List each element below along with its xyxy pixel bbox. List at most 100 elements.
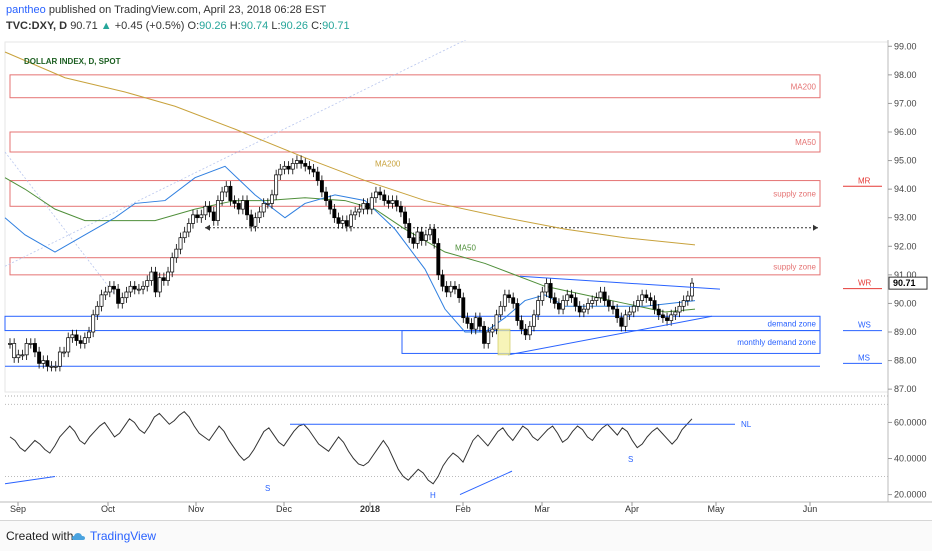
candle-body: [353, 211, 358, 216]
rsi-trend-line-left: [4, 476, 56, 485]
candle: [286, 161, 291, 175]
candle-body: [365, 203, 370, 210]
candle: [577, 301, 582, 318]
candle: [652, 295, 657, 315]
candle: [145, 275, 150, 292]
candle: [132, 281, 137, 295]
candle: [660, 309, 665, 323]
candle-body: [166, 271, 170, 281]
candle: [581, 304, 586, 318]
last-price-tag: [888, 276, 928, 290]
author-link[interactable]: pantheo: [6, 4, 46, 16]
candle-body: [332, 208, 337, 219]
candle: [590, 295, 595, 309]
candle: [232, 195, 237, 209]
candle: [170, 252, 175, 278]
pivot-level-label: MR: [858, 176, 871, 185]
candle-body: [540, 291, 545, 301]
candle-body: [178, 237, 183, 250]
rsi-tick-label: 60.0000: [894, 417, 927, 427]
candle: [623, 309, 628, 332]
candle: [257, 206, 262, 223]
candle-body: [257, 211, 262, 219]
candle-body: [386, 200, 391, 204]
candle: [594, 292, 599, 306]
candle-body: [461, 297, 466, 319]
candle-body: [523, 328, 528, 336]
candle-body: [249, 214, 254, 227]
high-label: H:: [229, 20, 241, 32]
candle: [270, 189, 274, 209]
candle: [548, 278, 553, 303]
tradingview-brand: TradingView: [90, 529, 157, 543]
candle: [315, 166, 320, 186]
candle-body: [224, 185, 229, 193]
candle-body: [665, 317, 669, 321]
candle-body: [361, 203, 366, 210]
candle-body: [62, 351, 67, 354]
candle: [436, 238, 441, 280]
candle: [507, 289, 511, 303]
candle: [107, 281, 112, 298]
candle-body: [349, 214, 353, 227]
candle: [149, 266, 154, 286]
supply-zone-box: [9, 180, 821, 207]
candle-body: [153, 271, 158, 293]
candle-body: [274, 174, 279, 196]
candle: [382, 189, 387, 206]
candle: [303, 158, 308, 172]
price-chart[interactable]: 99.00 98.00 97.00 96.00 95.00 94.00 93.00 92.00…: [0, 40, 932, 520]
candle-body: [677, 305, 682, 313]
candle: [419, 226, 424, 246]
candle: [586, 298, 590, 315]
candle-body: [644, 294, 649, 299]
candle: [631, 301, 636, 318]
candle: [644, 289, 649, 303]
candle-body: [502, 294, 507, 307]
candle-body: [199, 214, 204, 219]
symbol-line: TVC:DXY, D 90.71 ▲ +0.45 (+0.5%) O:90.26…: [6, 20, 350, 32]
candle-body: [419, 231, 424, 241]
month-label: Oct: [101, 504, 116, 514]
candle-body: [191, 214, 195, 224]
candle: [573, 292, 578, 312]
candle-body: [149, 271, 154, 281]
up-arrow-icon: ▲: [100, 20, 112, 32]
candle: [282, 161, 287, 175]
candle-body: [586, 303, 590, 310]
triangle-upper-line: [519, 275, 721, 290]
candle-body: [278, 168, 283, 176]
demand-zone-box: [401, 330, 821, 354]
shoulder-left-label: S: [265, 484, 270, 493]
candle-body: [494, 314, 499, 330]
candle-body: [627, 311, 632, 316]
candle: [153, 266, 158, 298]
candle: [20, 349, 25, 360]
candle: [565, 289, 570, 306]
candle-body: [315, 171, 320, 181]
candle: [174, 244, 179, 263]
candle: [37, 346, 42, 369]
candle: [490, 324, 495, 338]
candle: [49, 361, 54, 372]
month-label: Sep: [10, 504, 26, 514]
month-label: Feb: [455, 504, 471, 514]
candle: [78, 335, 83, 349]
candle-body: [324, 191, 328, 201]
candle-body: [124, 291, 129, 299]
last-price-tag-label: 90.71: [893, 278, 916, 288]
candle-body: [174, 248, 179, 259]
candle: [365, 198, 370, 215]
candle: [403, 206, 408, 229]
candle: [311, 164, 316, 178]
candle-body: [407, 223, 412, 239]
candle-body: [415, 231, 420, 244]
candle-body: [261, 203, 266, 213]
candle-body: [556, 303, 561, 310]
candle: [390, 195, 395, 209]
candle: [482, 321, 487, 349]
tradingview-link[interactable]: TradingView: [72, 529, 156, 543]
price-tick-label: 98.00: [894, 70, 917, 80]
candle-body: [486, 331, 491, 344]
supply-zone-box: [9, 131, 821, 153]
